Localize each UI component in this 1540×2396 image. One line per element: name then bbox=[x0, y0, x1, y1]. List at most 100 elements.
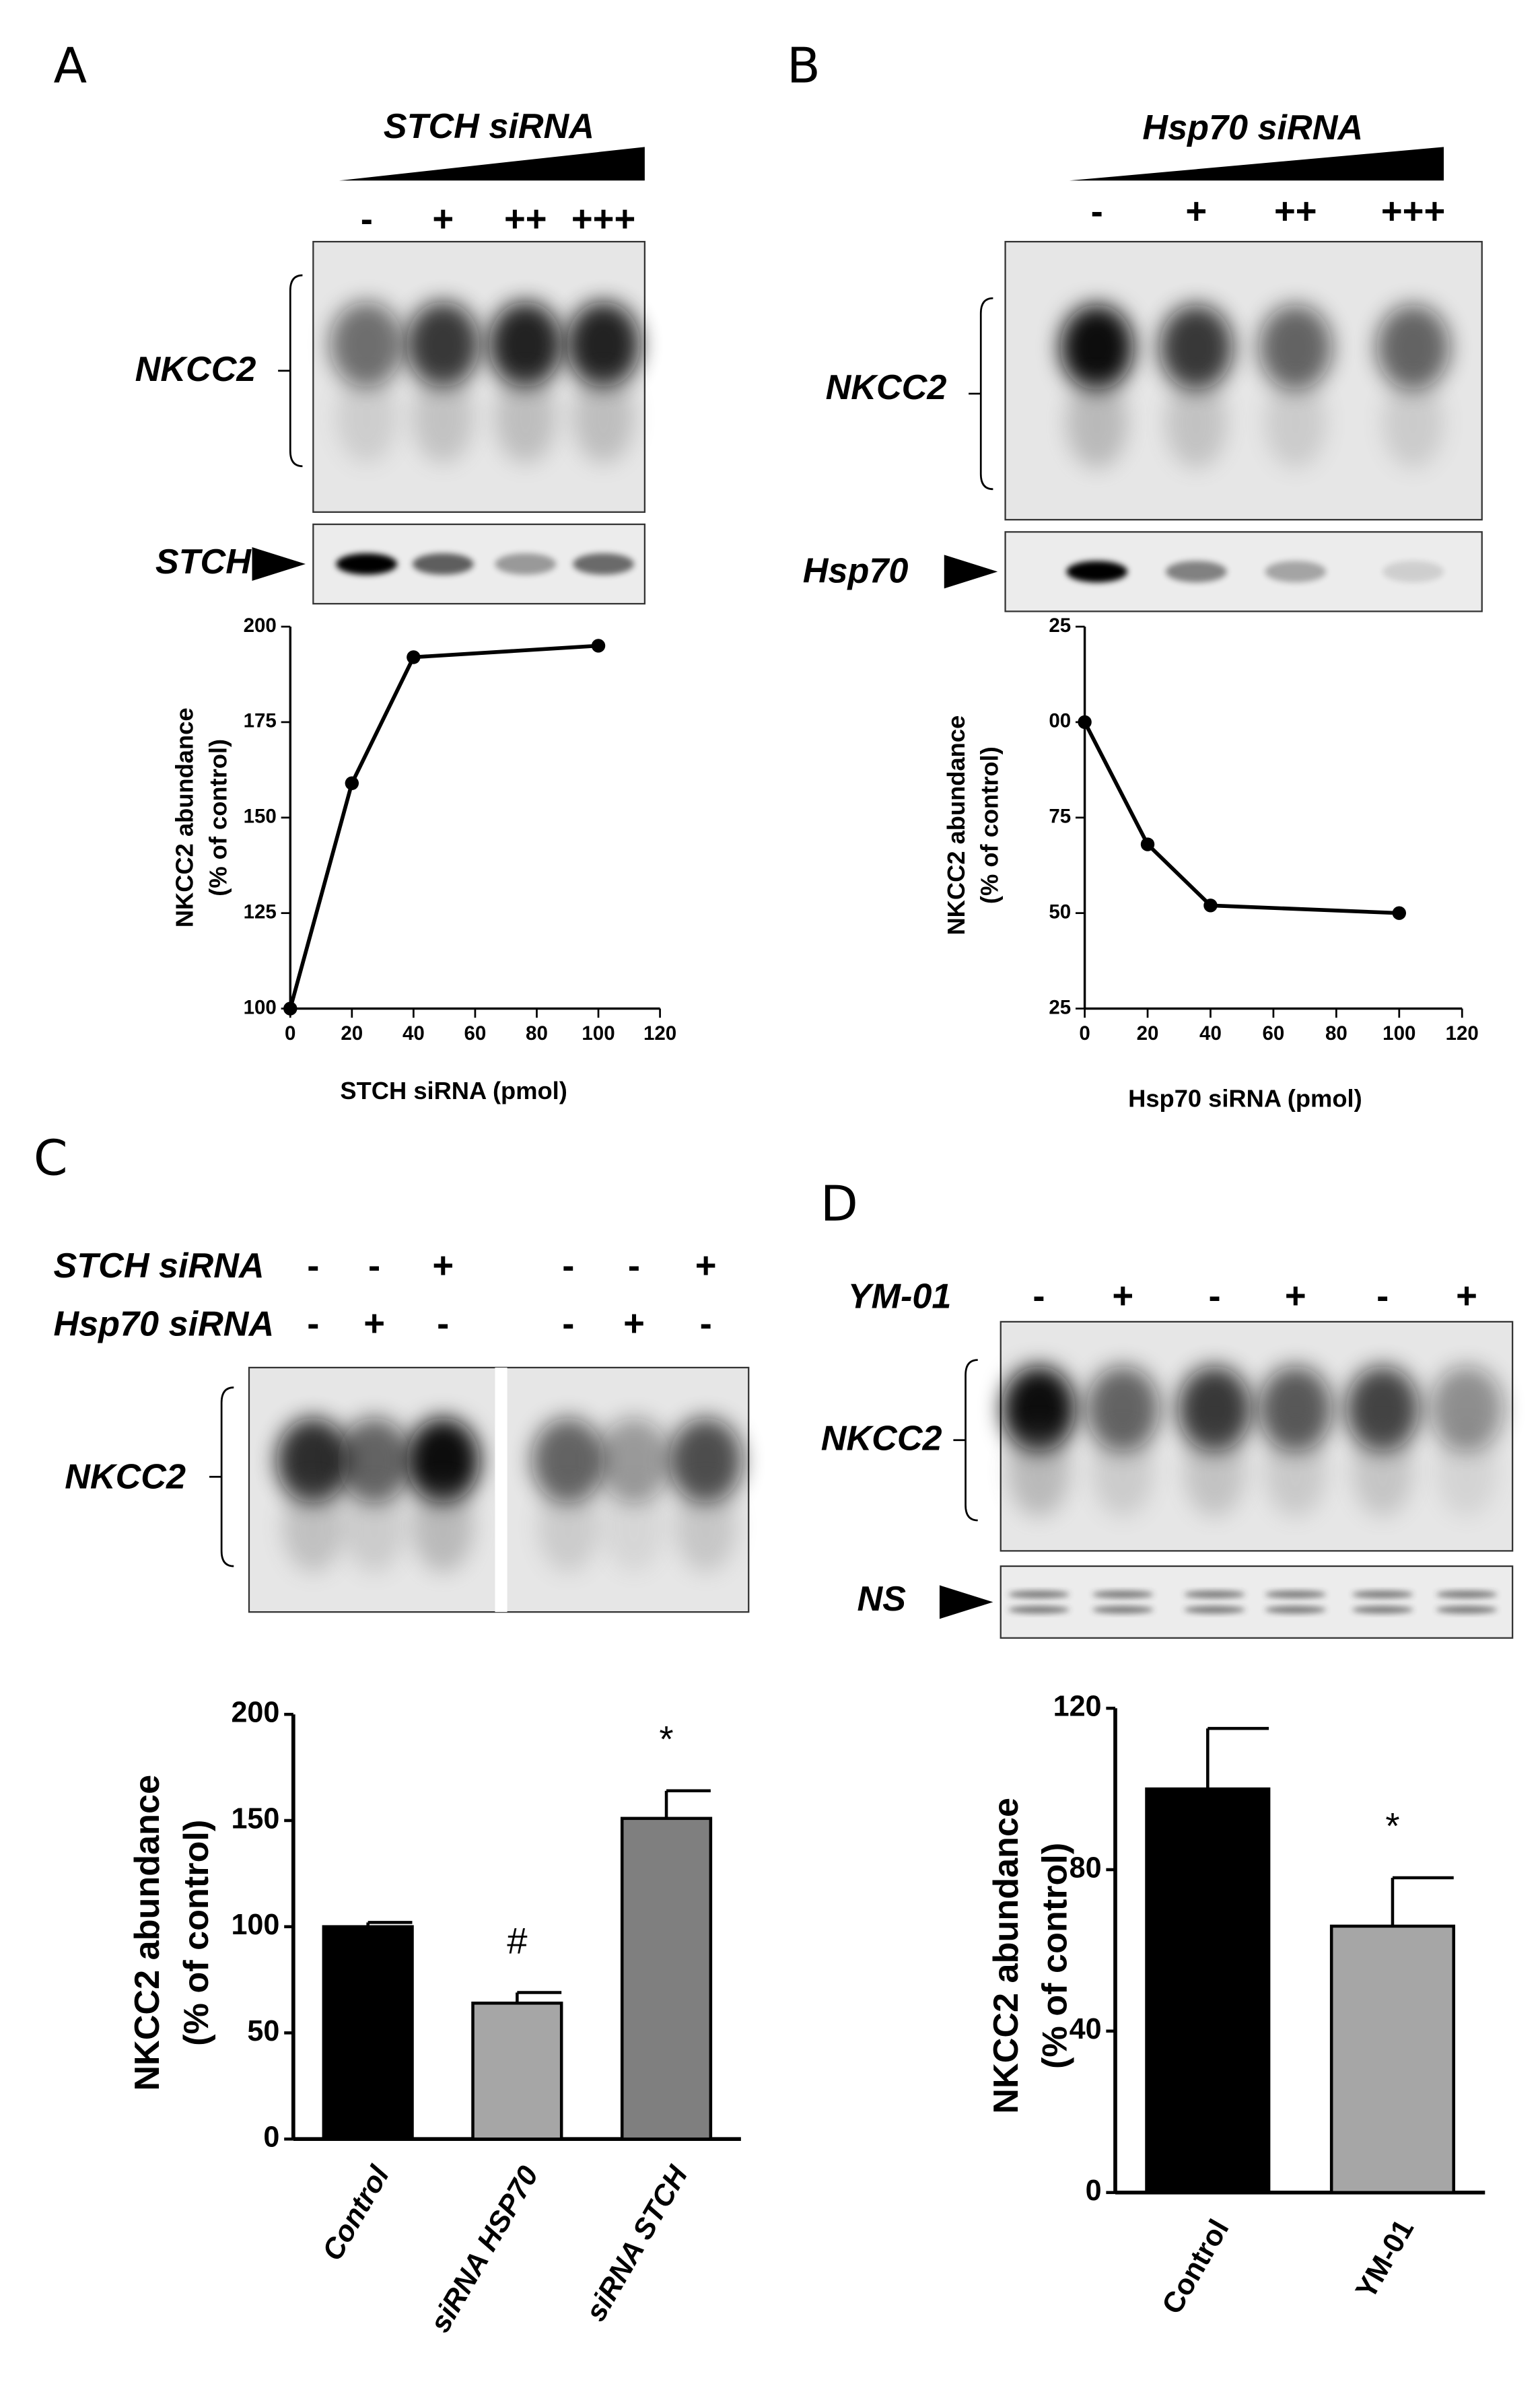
row-label: YM-01 bbox=[848, 1277, 952, 1316]
panel-label: C bbox=[34, 1131, 68, 1187]
lane-label: + bbox=[363, 1303, 385, 1344]
arrow bbox=[252, 547, 306, 581]
x-tick-label: 20 bbox=[341, 1022, 363, 1045]
x-tick-label: 40 bbox=[1199, 1022, 1222, 1045]
bracket bbox=[278, 274, 303, 468]
lane-label: + bbox=[623, 1303, 645, 1344]
blot-strip bbox=[1000, 1565, 1514, 1639]
blot-band bbox=[1259, 304, 1333, 390]
y-tick-label: 0 bbox=[263, 2121, 279, 2154]
blot-band bbox=[531, 1417, 605, 1504]
x-tick-label: 100 bbox=[1382, 1022, 1415, 1045]
marker bbox=[1203, 899, 1218, 913]
y-tick-label: 100 bbox=[231, 1909, 279, 1941]
lane-label: - bbox=[1208, 1275, 1220, 1316]
x-tick-label: siRNA HSP70 bbox=[424, 2160, 545, 2337]
wedge bbox=[1069, 147, 1444, 181]
lane-label: +++ bbox=[1381, 191, 1445, 232]
x-tick-label: 120 bbox=[1446, 1022, 1479, 1045]
strip-band bbox=[1436, 1606, 1498, 1614]
line bbox=[288, 643, 599, 1010]
band-label: NKCC2 bbox=[821, 1419, 942, 1458]
lane-label: + bbox=[1456, 1275, 1477, 1316]
blot-band bbox=[1086, 1366, 1160, 1452]
marker bbox=[1392, 906, 1407, 920]
lane-label: ++ bbox=[1274, 191, 1317, 232]
x-tick-label: Control bbox=[1156, 2214, 1235, 2320]
y-tick-label: 75 bbox=[1049, 806, 1071, 828]
x-axis-label: Hsp70 siRNA (pmol) bbox=[1128, 1084, 1362, 1112]
blot-band bbox=[489, 302, 563, 388]
marker bbox=[283, 1001, 298, 1016]
y-tick-label: 40 bbox=[1070, 2013, 1102, 2045]
band-label: NKCC2 bbox=[826, 368, 947, 407]
x-tick-label: 60 bbox=[464, 1022, 487, 1045]
lane-label: - bbox=[562, 1245, 574, 1286]
lane-label: - bbox=[307, 1245, 319, 1286]
bracket bbox=[969, 297, 993, 491]
lane-label: - bbox=[307, 1303, 319, 1344]
lane-label: + bbox=[1285, 1275, 1306, 1316]
significance-mark: * bbox=[1385, 1806, 1399, 1847]
strip-band bbox=[1092, 1606, 1154, 1614]
wedge bbox=[339, 147, 645, 181]
strip-band bbox=[1382, 561, 1444, 583]
bar bbox=[1329, 1924, 1456, 2194]
marker bbox=[345, 776, 359, 790]
blot-band bbox=[330, 302, 404, 388]
blot-band bbox=[406, 302, 480, 388]
blot-image bbox=[1000, 1320, 1514, 1552]
y-axis-label: (% of control) bbox=[177, 1820, 216, 2046]
row-label: Hsp70 siRNA bbox=[53, 1304, 274, 1343]
band-label: NKCC2 bbox=[135, 350, 256, 389]
blot-smear bbox=[1265, 376, 1327, 468]
y-tick-label: 125 bbox=[244, 901, 277, 923]
band-label: Hsp70 bbox=[803, 551, 909, 590]
x-tick-label: 0 bbox=[285, 1022, 295, 1045]
strip-band bbox=[495, 553, 557, 575]
marker bbox=[407, 650, 421, 664]
x-axis-label: STCH siRNA (pmol) bbox=[340, 1077, 567, 1104]
y-axis-label: NKCC2 abundance bbox=[128, 1775, 167, 2091]
blot-band bbox=[1259, 1366, 1333, 1452]
panel-label: B bbox=[787, 38, 820, 95]
strip-band bbox=[1008, 1606, 1070, 1614]
y-tick-label: 175 bbox=[244, 710, 277, 732]
row-label: STCH siRNA bbox=[53, 1246, 264, 1285]
blot-band bbox=[1178, 1366, 1251, 1452]
blot-smear bbox=[1265, 1425, 1327, 1517]
y-tick-label: 150 bbox=[231, 1802, 279, 1835]
blot-smear bbox=[412, 372, 474, 464]
blot-band bbox=[597, 1417, 671, 1504]
lane-label: - bbox=[700, 1303, 712, 1344]
blot-smear bbox=[336, 372, 398, 464]
strip-band bbox=[1184, 1606, 1245, 1614]
lane-label: - bbox=[1376, 1275, 1389, 1316]
x-tick-label: siRNA STCH bbox=[580, 2160, 695, 2327]
blot-divider bbox=[495, 1367, 508, 1613]
band-label: STCH bbox=[155, 542, 252, 582]
y-axis-label: (% of control) bbox=[204, 739, 232, 896]
bracket bbox=[209, 1386, 234, 1567]
blot-band bbox=[1002, 1366, 1076, 1452]
strip-band bbox=[336, 553, 398, 575]
y-tick-label: 200 bbox=[231, 1697, 279, 1729]
blot-smear bbox=[1184, 1425, 1245, 1517]
y-tick-label: 80 bbox=[1070, 1852, 1102, 1884]
blot-smear bbox=[282, 1480, 344, 1573]
x-tick-label: 100 bbox=[582, 1022, 615, 1045]
blot-band bbox=[669, 1417, 743, 1504]
blot-smear bbox=[1382, 376, 1444, 468]
blot-smear bbox=[537, 1480, 599, 1573]
strip-band bbox=[412, 553, 474, 575]
strip-band bbox=[1436, 1590, 1498, 1598]
y-axis-label: NKCC2 abundance bbox=[987, 1798, 1026, 2114]
strip-band bbox=[1165, 561, 1227, 583]
blot-band bbox=[1159, 304, 1233, 390]
lane-label: - bbox=[368, 1245, 380, 1286]
lane-label: - bbox=[1091, 191, 1103, 232]
treatment-label: Hsp70 siRNA bbox=[1142, 108, 1363, 147]
y-axis-label: NKCC2 abundance bbox=[942, 715, 970, 936]
line bbox=[1083, 721, 1399, 915]
blot-smear bbox=[1008, 1425, 1070, 1517]
